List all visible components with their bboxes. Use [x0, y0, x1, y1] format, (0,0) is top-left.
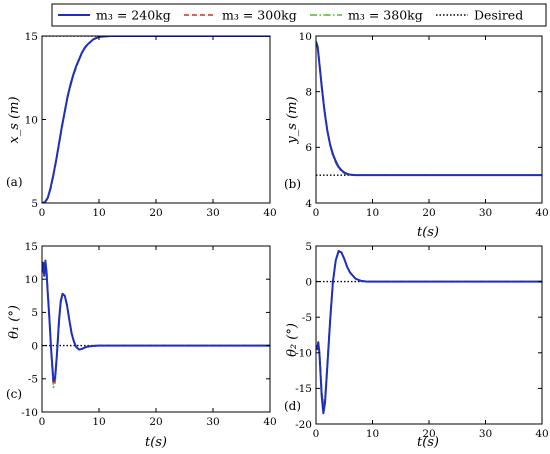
- y-axis-label-d: θ₂ (°): [285, 323, 300, 357]
- x-tick-label-c-1: 10: [92, 416, 105, 428]
- y-tick-label-c-5: 15: [25, 241, 38, 253]
- y-tick-label-a-1: 10: [25, 114, 38, 126]
- axes-frame-b: [315, 35, 543, 204]
- legend-box: [51, 3, 547, 27]
- series-line-b-0: [316, 41, 542, 177]
- series-line-d-0: [316, 249, 542, 415]
- legend-label-240kg: m₃ = 240kg: [96, 8, 171, 23]
- series-line-b-1: [316, 41, 542, 176]
- x-tick-label-d-1: 10: [366, 428, 379, 440]
- x-tick-label-b-4: 40: [535, 207, 548, 219]
- series-line-a-1: [42, 36, 270, 203]
- series-group-d: [316, 249, 542, 415]
- panel-label-c: (c): [6, 387, 22, 401]
- x-tick-label-a-2: 20: [149, 207, 162, 219]
- x-tick-label-a-1: 10: [92, 207, 105, 219]
- panel-a: 0 10 20 30 40 5 10 15: [25, 31, 277, 219]
- legend: m₃ = 240kg m₃ = 300kg m₃ = 380kg Desired: [51, 3, 547, 27]
- x-axis-label-d: t(s): [417, 435, 439, 450]
- panel-c: 0 10 20 30 40 -10 -5 0 5 10 15: [21, 241, 277, 428]
- y-tick-label-d-4: 0: [305, 276, 312, 288]
- panel-label-a: (a): [6, 175, 23, 189]
- x-tick-label-d-2: 20: [422, 428, 435, 440]
- legend-label-380kg: m₃ = 380kg: [348, 8, 423, 23]
- y-tick-label-a-2: 15: [25, 31, 38, 43]
- x-tick-label-c-2: 20: [149, 416, 162, 428]
- x-tick-label-b-0: 0: [313, 207, 320, 219]
- x-tick-label-c-0: 0: [39, 416, 46, 428]
- series-line-b-2: [316, 41, 542, 176]
- series-line-a-2: [42, 36, 270, 203]
- y-tick-label-b-2: 8: [305, 86, 312, 98]
- x-tick-label-b-3: 30: [479, 207, 492, 219]
- y-tick-label-c-0: -10: [21, 407, 38, 419]
- panel-label-b: (b): [284, 177, 301, 191]
- panel-label-d: (d): [284, 399, 301, 413]
- series-line-d-1: [316, 250, 542, 411]
- x-tick-label-a-0: 0: [39, 207, 46, 219]
- y-tick-label-b-1: 6: [305, 142, 312, 154]
- x-tick-label-b-1: 10: [366, 207, 379, 219]
- panel-d: 0 10 20 30 40 -20 -15 -10 -5 0 5: [295, 241, 549, 440]
- series-line-d-2: [316, 250, 542, 408]
- series-line-c-1: [42, 261, 270, 385]
- x-tick-label-c-3: 30: [206, 416, 219, 428]
- x-axis-label-c: t(s): [145, 435, 167, 450]
- y-tick-label-d-0: -20: [295, 419, 312, 431]
- y-axis-label-a: x_s (m): [7, 96, 22, 143]
- y-tick-label-b-0: 4: [305, 198, 312, 210]
- x-tick-label-a-4: 40: [263, 207, 276, 219]
- y-tick-label-c-1: -5: [28, 374, 38, 386]
- series-line-c-0: [42, 259, 270, 382]
- series-line-c-2: [42, 263, 270, 389]
- panel-b: 0 10 20 30 40 4 6 8 10: [299, 31, 549, 219]
- axes-frame-a: [41, 35, 271, 204]
- y-tick-label-d-1: -15: [295, 383, 312, 395]
- y-tick-label-d-2: -10: [295, 348, 312, 360]
- series-line-a-0: [42, 36, 270, 203]
- x-tick-label-a-3: 30: [206, 207, 219, 219]
- y-axis-label-b: y_s (m): [285, 96, 300, 144]
- series-group-a: [42, 36, 270, 203]
- legend-label-desired: Desired: [474, 8, 523, 23]
- series-group-b: [316, 41, 542, 177]
- series-group-c: [42, 259, 270, 389]
- y-tick-label-c-3: 5: [31, 307, 38, 319]
- x-tick-label-d-4: 40: [535, 428, 548, 440]
- x-tick-label-d-3: 30: [479, 428, 492, 440]
- y-tick-label-c-4: 10: [25, 274, 38, 286]
- x-axis-label-b: t(s): [417, 225, 439, 240]
- plot-area: 0 10 20 30 40 5 10 15 0 10 20 30 40 4 6 8 10 0 10 20 30 40 -10…: [21, 31, 549, 440]
- y-tick-label-d-5: 5: [305, 241, 312, 253]
- x-tick-label-b-2: 20: [422, 207, 435, 219]
- x-tick-label-c-4: 40: [263, 416, 276, 428]
- y-tick-label-c-2: 0: [31, 340, 38, 352]
- y-tick-label-b-3: 10: [299, 31, 312, 43]
- y-axis-label-c: θ₁ (°): [7, 305, 22, 339]
- x-tick-label-d-0: 0: [313, 428, 320, 440]
- legend-label-300kg: m₃ = 300kg: [222, 8, 297, 23]
- y-tick-label-d-3: -5: [302, 312, 312, 324]
- y-tick-label-a-0: 5: [31, 198, 38, 210]
- axes-frame-c: [41, 245, 271, 413]
